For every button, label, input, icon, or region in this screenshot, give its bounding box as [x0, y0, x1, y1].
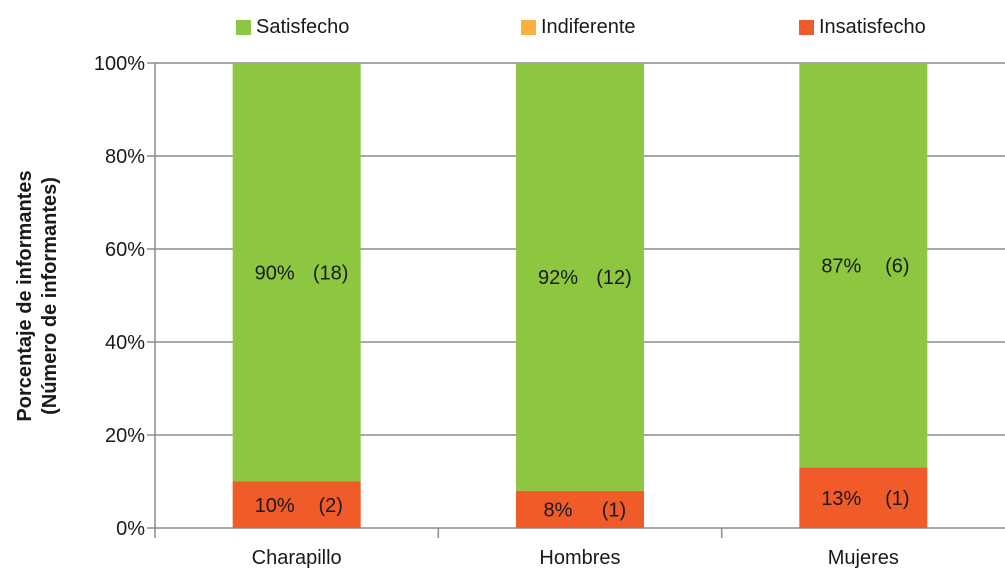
y-tick-label: 100%: [94, 53, 145, 75]
bar-insatisfecho-hombres: [516, 490, 644, 528]
y-tick-label: 20%: [105, 425, 145, 447]
legend-swatch-indiferente: [521, 19, 536, 35]
x-tick-label: Hombres: [539, 547, 620, 568]
data-label-count: (2): [318, 495, 342, 517]
bar-insatisfecho-mujeres: [799, 467, 928, 528]
bar-satisfecho-hombres: [516, 63, 644, 491]
data-label-count: (18): [313, 262, 349, 284]
data-label-count: (1): [602, 499, 626, 521]
y-tick-label: 80%: [105, 146, 145, 168]
bar-satisfecho-charapillo: [232, 63, 361, 482]
data-label-percent: 90%: [255, 262, 295, 284]
data-label-percent: 13%: [821, 488, 861, 510]
x-tick-label: Charapillo: [252, 547, 342, 568]
data-label-count: (6): [885, 255, 909, 277]
bar-satisfecho-mujeres: [799, 63, 928, 468]
data-label-count: (1): [885, 488, 909, 510]
legend-swatch-satisfecho: [236, 19, 251, 35]
data-label-count: (12): [596, 267, 632, 289]
legend-label-insatisfecho: Insatisfecho: [819, 15, 926, 38]
legend-label-satisfecho: Satisfecho: [256, 15, 350, 38]
data-label-percent: 8%: [544, 499, 573, 521]
legend-swatch-insatisfecho: [799, 19, 814, 35]
legend-label-indiferente: Indiferente: [541, 15, 636, 38]
legend-satisfecho: Satisfecho: [236, 14, 349, 40]
y-tick-label: 60%: [105, 239, 145, 261]
data-label-percent: 10%: [255, 495, 295, 517]
data-label-percent: 92%: [538, 267, 578, 289]
data-label-percent: 87%: [821, 255, 861, 277]
legend-indiferente: Indiferente: [521, 14, 636, 40]
legend-insatisfecho: Insatisfecho: [799, 14, 926, 40]
bar-insatisfecho-charapillo: [232, 481, 361, 528]
x-tick-label: Mujeres: [828, 547, 899, 568]
y-tick-label: 40%: [105, 332, 145, 354]
y-tick-label: 0%: [116, 518, 145, 540]
